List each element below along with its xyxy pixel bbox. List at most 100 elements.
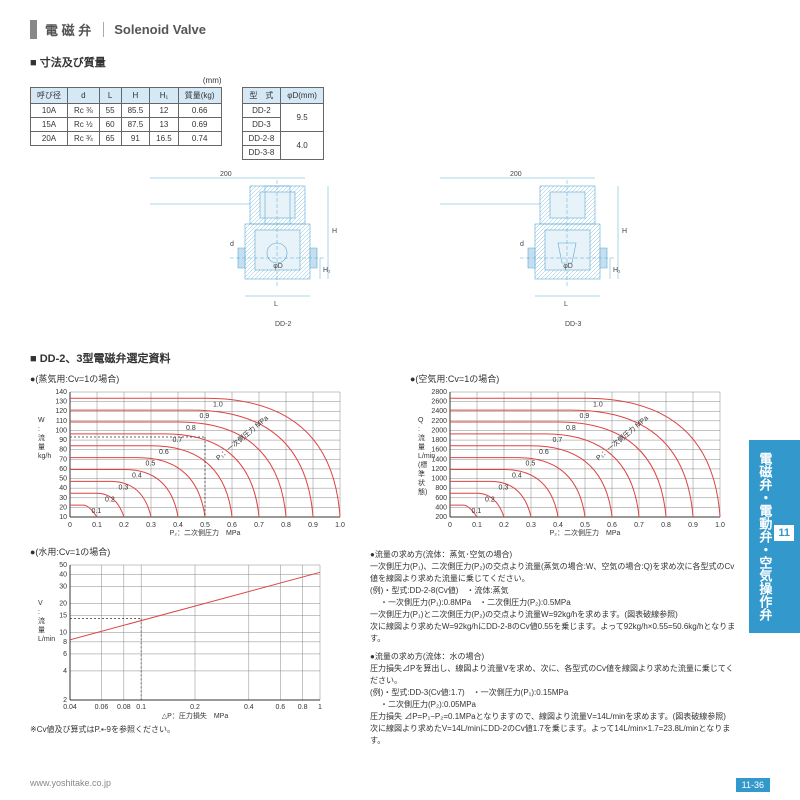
svg-text:130: 130 — [55, 399, 67, 406]
svg-text:0.4: 0.4 — [132, 473, 142, 480]
svg-text:110: 110 — [56, 418, 67, 425]
svg-text:70: 70 — [59, 456, 67, 463]
svg-text:30: 30 — [59, 495, 67, 502]
svg-text:W: W — [38, 417, 45, 424]
svg-text:0.9: 0.9 — [308, 522, 318, 529]
svg-text:0.1: 0.1 — [472, 508, 482, 515]
chart-air: 2004006008001000120014001600180020002200… — [410, 387, 730, 537]
svg-text:0: 0 — [448, 522, 452, 529]
instructions: ●流量の求め方(流体：蒸気･空気の場合) 一次側圧力(P₁)、二次側圧力(P₂)… — [370, 549, 740, 747]
svg-text:0.2: 0.2 — [190, 704, 200, 711]
svg-text:200: 200 — [220, 171, 232, 178]
svg-text:40: 40 — [59, 485, 67, 492]
svg-text:20: 20 — [59, 600, 67, 607]
svg-text:2000: 2000 — [431, 427, 447, 434]
side-tab: 11 電磁弁・電動弁・空気操作弁 — [749, 440, 800, 633]
svg-text:0.6: 0.6 — [159, 449, 169, 456]
svg-text:15: 15 — [59, 612, 67, 619]
svg-text:0.8: 0.8 — [298, 704, 308, 711]
svg-text:1200: 1200 — [431, 466, 447, 473]
svg-text:1800: 1800 — [431, 437, 447, 444]
svg-text:準: 準 — [418, 469, 425, 478]
svg-text:1.0: 1.0 — [335, 522, 345, 529]
svg-text:0.3: 0.3 — [146, 522, 156, 529]
svg-text:0.5: 0.5 — [200, 522, 210, 529]
svg-text:0.7: 0.7 — [553, 437, 563, 444]
svg-text:kg/h: kg/h — [38, 453, 51, 460]
diagram-dd2: 200 L H H₁ d φD — [130, 168, 380, 338]
svg-text:0.08: 0.08 — [117, 704, 131, 711]
svg-text:2: 2 — [63, 697, 67, 704]
svg-text:0.2: 0.2 — [485, 496, 495, 503]
header-en: Solenoid Valve — [103, 22, 206, 37]
svg-text:0.4: 0.4 — [244, 704, 254, 711]
svg-text:10: 10 — [59, 630, 67, 637]
svg-text:800: 800 — [435, 485, 447, 492]
svg-text:40: 40 — [59, 571, 67, 578]
svg-text:0.5: 0.5 — [146, 461, 156, 468]
svg-text:量: 量 — [418, 443, 425, 451]
svg-text:H: H — [332, 228, 337, 235]
svg-text:1.0: 1.0 — [213, 401, 223, 408]
svg-text:90: 90 — [59, 437, 67, 444]
svg-text:1.0: 1.0 — [593, 401, 603, 408]
chart-steam-label: ●(蒸気用:Cv=1の場合) — [30, 372, 390, 385]
svg-text:d: d — [230, 241, 234, 248]
svg-text:(標: (標 — [418, 460, 427, 469]
section1-title: ■ 寸法及び質量 — [30, 54, 770, 70]
svg-text:Q: Q — [418, 417, 424, 424]
svg-text:L: L — [564, 301, 568, 308]
svg-text:φD: φD — [273, 263, 283, 270]
svg-text:50: 50 — [59, 476, 67, 483]
svg-text:流: 流 — [38, 616, 45, 625]
unit-note: (mm) — [30, 76, 222, 85]
svg-text:2200: 2200 — [431, 418, 447, 425]
svg-text:0.2: 0.2 — [499, 522, 509, 529]
footer-url: www.yoshitake.co.jp — [30, 778, 111, 792]
svg-text:状: 状 — [418, 478, 425, 487]
svg-text:0.1: 0.1 — [92, 508, 102, 515]
section2-title: ■ DD-2、3型電磁弁選定資料 — [30, 350, 770, 366]
svg-text:0.6: 0.6 — [607, 522, 617, 529]
svg-text:200: 200 — [435, 514, 447, 521]
svg-text:H₁: H₁ — [323, 267, 331, 274]
svg-text:6: 6 — [63, 651, 67, 658]
svg-text:0.9: 0.9 — [580, 413, 590, 420]
svg-text:0.3: 0.3 — [499, 484, 509, 491]
svg-text:0.7: 0.7 — [634, 522, 644, 529]
svg-text:4: 4 — [63, 668, 67, 675]
chart-steam: 10203040506070809010011012013014000.10.2… — [30, 387, 350, 537]
svg-text:8: 8 — [63, 639, 67, 646]
svg-text:1: 1 — [318, 704, 322, 711]
svg-text:0.6: 0.6 — [227, 522, 237, 529]
svg-text:600: 600 — [435, 495, 447, 502]
svg-text:L/min: L/min — [38, 636, 55, 643]
svg-text:φD: φD — [563, 263, 573, 270]
svg-text:0.2: 0.2 — [119, 522, 129, 529]
svg-text:0.06: 0.06 — [95, 704, 109, 711]
svg-text:0.9: 0.9 — [688, 522, 698, 529]
svg-text:0.8: 0.8 — [566, 425, 576, 432]
svg-text:0.7: 0.7 — [254, 522, 264, 529]
header-jp: 電 磁 弁 — [45, 20, 91, 39]
svg-text:200: 200 — [510, 171, 522, 178]
svg-text:0.1: 0.1 — [472, 522, 482, 529]
chart-air-label: ●(空気用:Cv=1の場合) — [410, 372, 770, 385]
svg-text:0.7: 0.7 — [173, 437, 183, 444]
svg-text:2800: 2800 — [431, 389, 447, 396]
svg-text:0.1: 0.1 — [92, 522, 102, 529]
cv-note: ※Cv値及び算式はP.▪-9を参照ください。 — [30, 724, 350, 735]
svg-text::: : — [38, 426, 40, 433]
svg-text:d: d — [520, 241, 524, 248]
svg-text:P₂：二次側圧力 MPa: P₂：二次側圧力 MPa — [170, 528, 241, 537]
svg-text:1000: 1000 — [431, 476, 447, 483]
svg-text:H₁: H₁ — [613, 267, 621, 274]
svg-text:80: 80 — [59, 447, 67, 454]
svg-text:L/min: L/min — [418, 453, 435, 460]
svg-text:0.1: 0.1 — [136, 704, 146, 711]
svg-text:30: 30 — [59, 583, 67, 590]
svg-text:0.3: 0.3 — [119, 484, 129, 491]
svg-text:0.9: 0.9 — [200, 413, 210, 420]
svg-text::: : — [38, 609, 40, 616]
svg-text:0.3: 0.3 — [526, 522, 536, 529]
